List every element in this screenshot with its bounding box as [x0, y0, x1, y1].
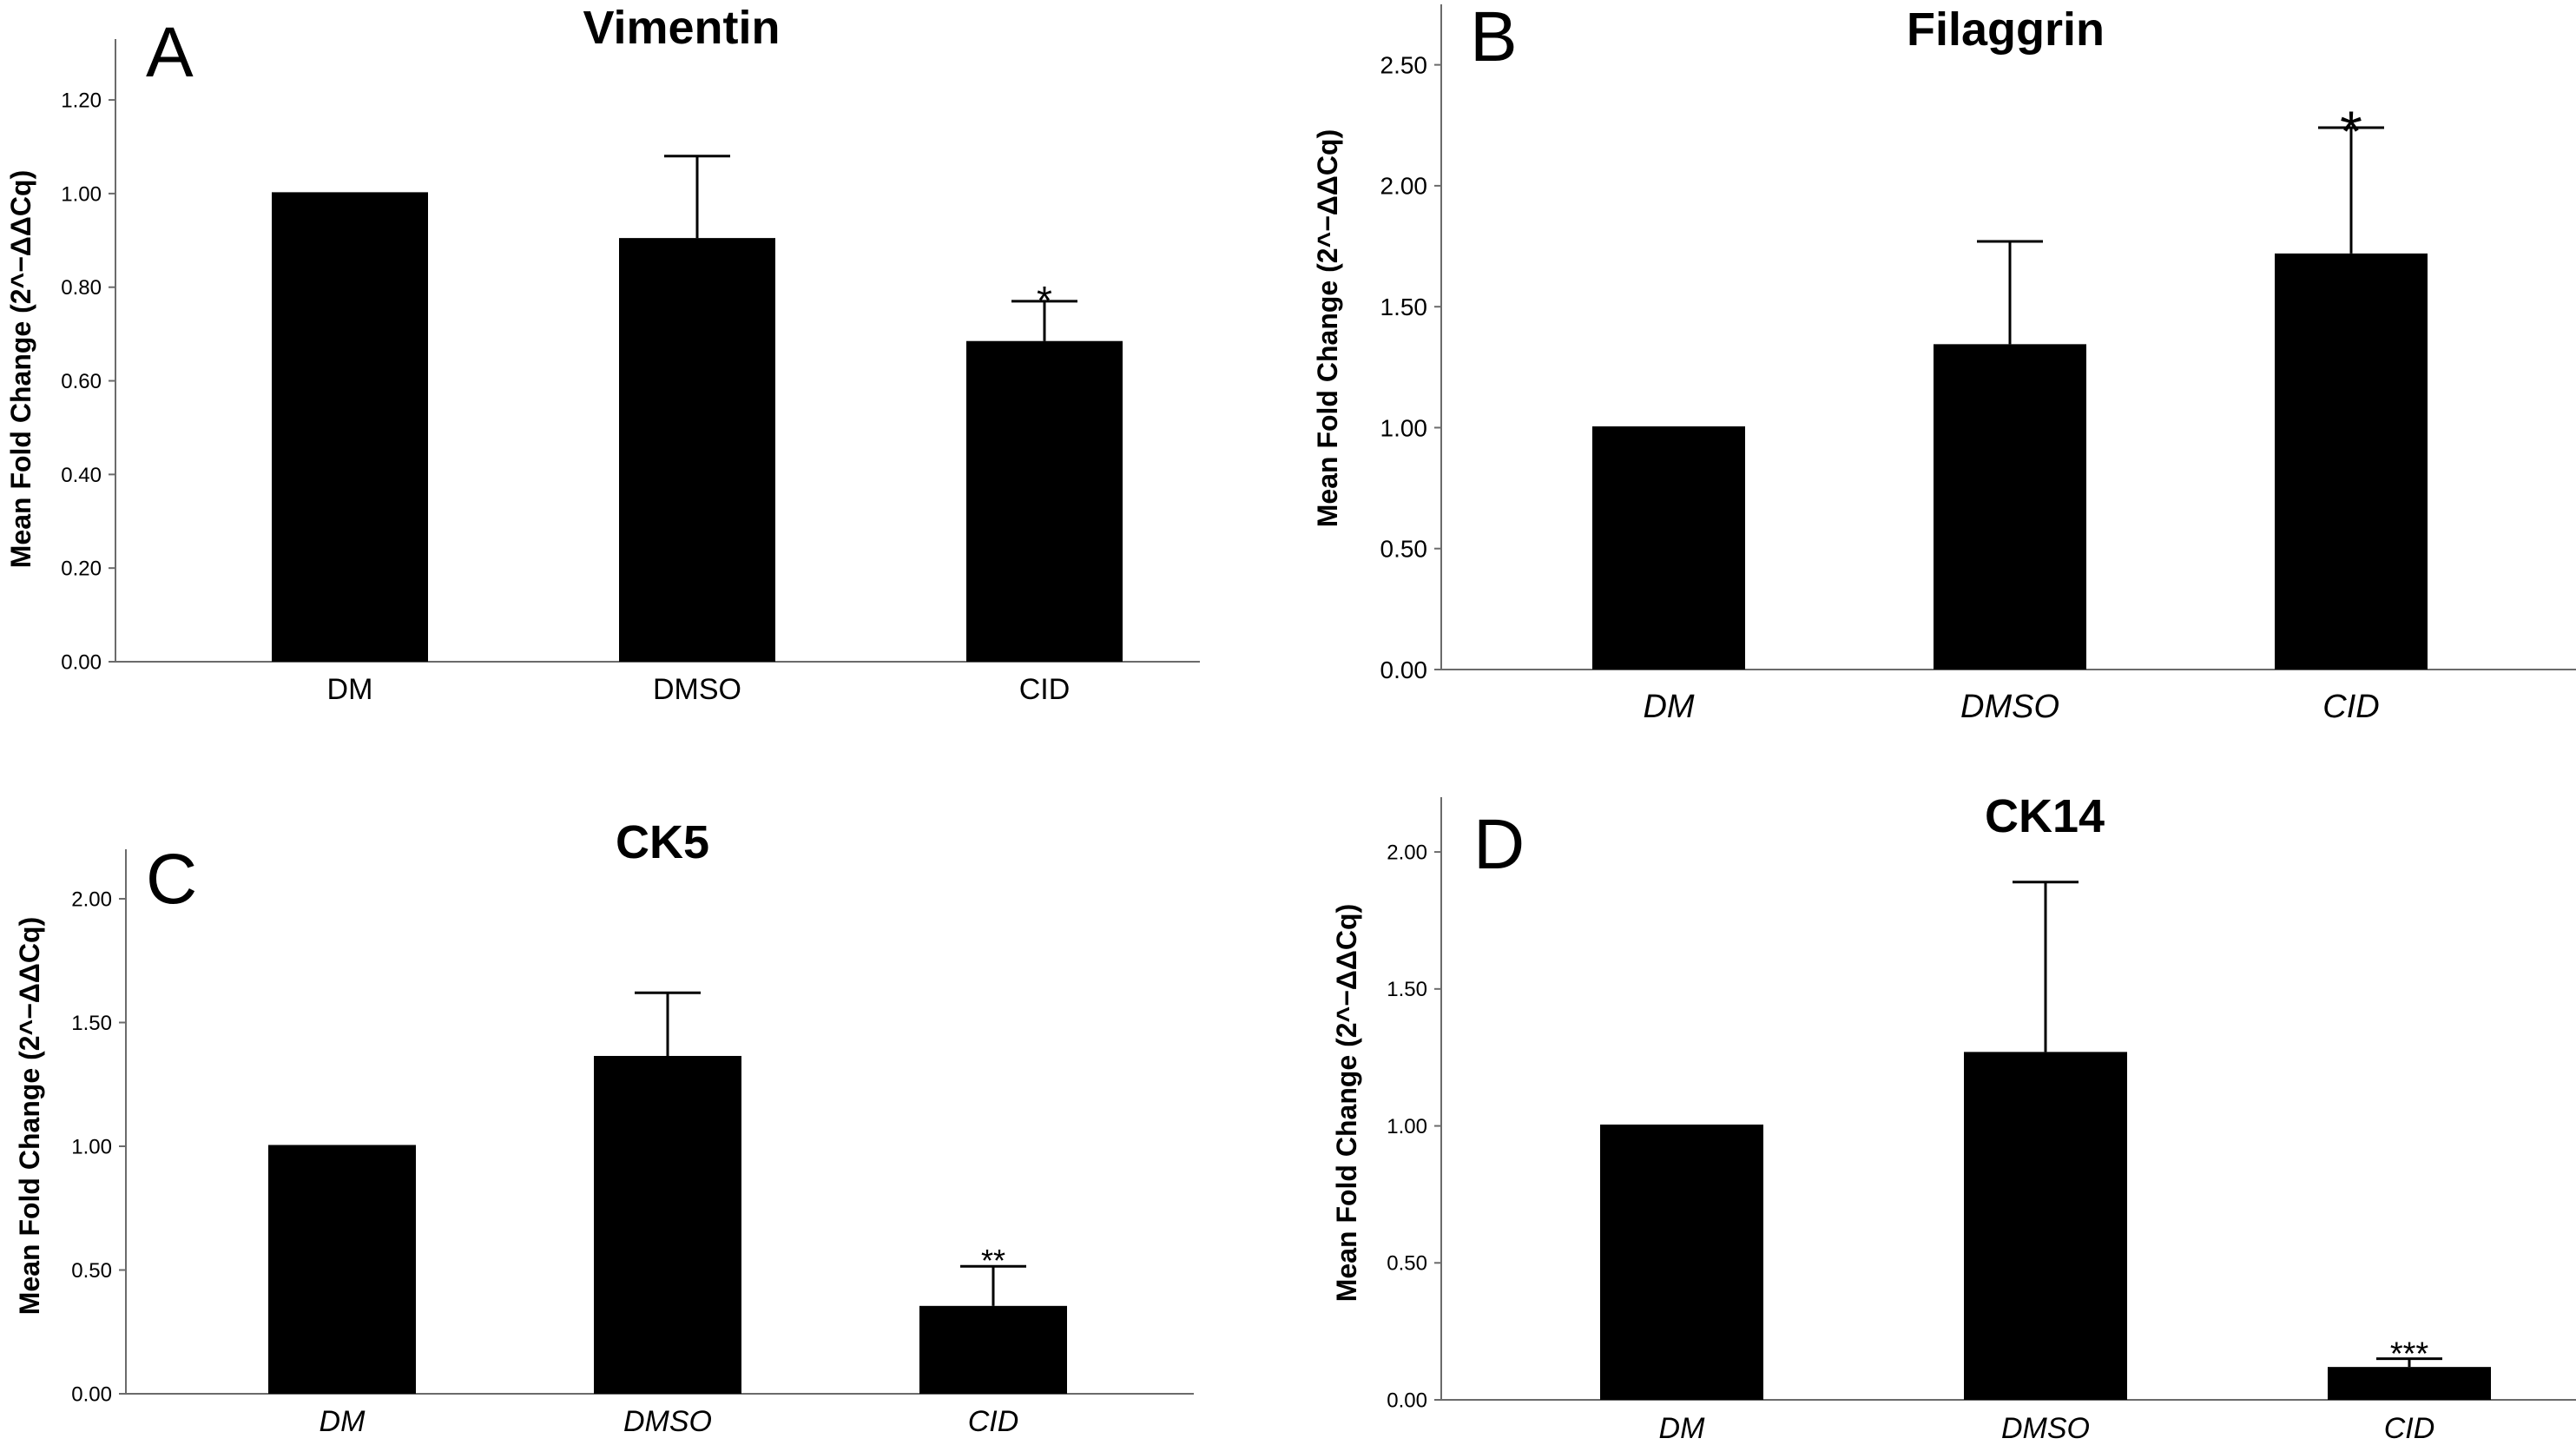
panel-d-y-axis-label: Mean Fold Change (2^−ΔΔCq) — [1331, 904, 1362, 1302]
panel-d-y-tick-label: 1.50 — [1387, 978, 1427, 1001]
panel-b-significance-marker: * — [2340, 99, 2362, 163]
panel-a: A Vimentin Mean Fold Change (2^−ΔΔCq) 0.… — [5, 2, 1200, 706]
panel-b-bar-cid — [2275, 253, 2428, 670]
panel-a-category-label: CID — [1019, 673, 1071, 706]
panel-c-significance-marker: ** — [981, 1243, 1005, 1278]
panel-a-y-tick-label: 1.20 — [61, 89, 102, 112]
panel-c-y-tick-label: 0.00 — [71, 1382, 112, 1406]
panel-b-y-tick-label: 2.50 — [1380, 51, 1428, 78]
panel-c-y-axis-label: Mean Fold Change (2^−ΔΔCq) — [14, 917, 45, 1315]
panel-d-bar-cid — [2328, 1367, 2491, 1400]
panel-a-category-label: DMSO — [653, 673, 741, 706]
panel-d-category-label: DM — [1659, 1412, 1706, 1445]
panel-a-plot: 0.00 0.20 0.40 0.60 0.80 1.00 1.20 DM DMSO * CID — [61, 39, 1200, 706]
panel-c-category-label: DM — [320, 1405, 366, 1438]
panel-d-y-tick-label: 0.00 — [1387, 1389, 1427, 1412]
panel-b-y-axis-label: Mean Fold Change (2^−ΔΔCq) — [1312, 129, 1343, 527]
panel-c-y-tick-label: 2.00 — [71, 887, 112, 911]
panel-a-y-tick-label: 1.00 — [61, 182, 102, 206]
panel-a-bar-dmso — [619, 238, 775, 662]
panel-a-y-tick-label: 0.00 — [61, 650, 102, 674]
panel-b-plot: 0.00 0.50 1.00 1.50 2.00 2.50 DM DMSO * CID — [1380, 4, 2576, 725]
panel-b-y-tick-label: 0.50 — [1380, 536, 1428, 563]
panel-b-category-label: DM — [1643, 689, 1694, 725]
panel-c-bar-cid — [919, 1305, 1067, 1394]
panel-d-bar-dm — [1600, 1125, 1763, 1400]
panel-c: C CK5 Mean Fold Change (2^−ΔΔCq) 0.00 0.5… — [14, 816, 1194, 1438]
panel-c-category-label: CID — [968, 1405, 1019, 1438]
panel-b-category-label: DMSO — [1960, 689, 2059, 725]
panel-c-title: CK5 — [616, 816, 709, 868]
panel-a-y-tick-label: 0.20 — [61, 558, 102, 581]
panel-d-bar-dmso — [1964, 1052, 2127, 1400]
panel-b-y-tick-label: 1.00 — [1380, 414, 1428, 441]
panel-a-y-tick-label: 0.60 — [61, 370, 102, 393]
panel-a-y-tick-label: 0.40 — [61, 464, 102, 487]
panel-d: D CK14 Mean Fold Change (2^−ΔΔCq) 0.000.… — [1331, 790, 2576, 1445]
panel-b-title: Filaggrin — [1907, 3, 2105, 56]
panel-b-letter: B — [1470, 0, 1518, 76]
panel-a-bar-cid — [966, 340, 1123, 662]
panel-d-y-tick-label: 2.00 — [1387, 841, 1427, 864]
panel-c-plot: 0.00 0.50 1.00 1.50 2.00 DM DMSO ** CID — [71, 849, 1194, 1438]
panel-d-category-label: DMSO — [2001, 1412, 2090, 1445]
panel-d-y-tick-label: 1.00 — [1387, 1115, 1427, 1138]
panel-c-bar-dmso — [594, 1055, 741, 1394]
panel-a-y-axis-label: Mean Fold Change (2^−ΔΔCq) — [5, 170, 36, 568]
panel-c-y-tick-label: 1.50 — [71, 1012, 112, 1035]
panel-a-y-tick-label: 0.80 — [61, 276, 102, 300]
panel-d-plot: 0.00 0.50 1.00 1.50 2.00 DM DMSO *** CID — [1387, 797, 2576, 1445]
panel-b-category-label: CID — [2322, 689, 2379, 725]
panel-d-y-tick-label: 0.50 — [1387, 1252, 1427, 1276]
panel-c-letter: C — [146, 840, 197, 919]
panel-b-y-tick-label: 1.50 — [1380, 294, 1428, 320]
panel-c-y-tick-label: 0.50 — [71, 1259, 112, 1283]
panel-c-y-tick-label: 1.00 — [71, 1135, 112, 1158]
panel-a-significance-marker: * — [1037, 278, 1052, 323]
panel-b-y-tick-label: 0.00 — [1380, 657, 1428, 683]
panel-a-letter: A — [146, 13, 194, 92]
panel-c-category-label: DMSO — [623, 1405, 712, 1438]
panel-b-bar-dmso — [1934, 344, 2086, 670]
panel-b: B Filaggrin Mean Fold Change (2^−ΔΔCq) 0… — [1312, 0, 2576, 725]
panel-b-bar-dm — [1592, 427, 1745, 670]
panel-d-significance-marker: *** — [2390, 1336, 2429, 1373]
panel-b-y-tick-label: 2.00 — [1380, 173, 1428, 200]
panel-c-bar-dm — [268, 1146, 416, 1394]
panel-d-letter: D — [1473, 805, 1525, 884]
panel-a-category-label: DM — [327, 673, 373, 706]
panel-a-title: Vimentin — [583, 2, 780, 54]
panel-d-category-label: CID — [2384, 1412, 2435, 1445]
panel-a-bar-dm — [272, 193, 428, 663]
panel-d-title: CK14 — [1985, 790, 2105, 842]
